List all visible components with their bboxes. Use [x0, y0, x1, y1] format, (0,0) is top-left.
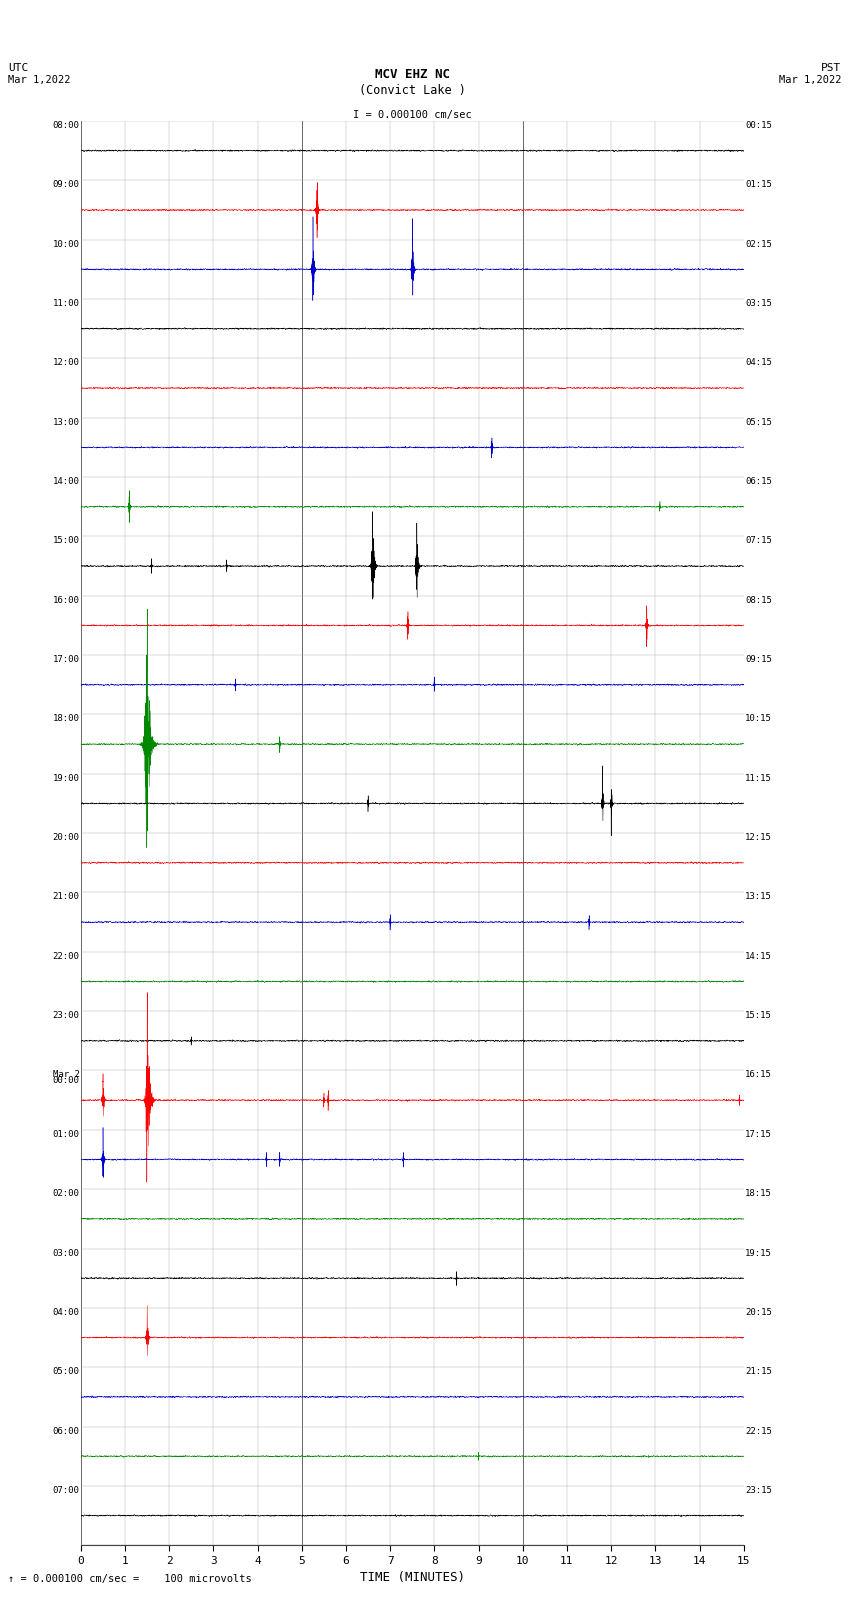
Text: 17:15: 17:15 — [745, 1129, 772, 1139]
Text: PST: PST — [821, 63, 842, 73]
Text: 13:00: 13:00 — [53, 418, 79, 427]
Text: 02:00: 02:00 — [53, 1189, 79, 1198]
Text: 21:00: 21:00 — [53, 892, 79, 902]
Text: 20:00: 20:00 — [53, 832, 79, 842]
Text: 07:00: 07:00 — [53, 1486, 79, 1495]
Text: 03:15: 03:15 — [745, 298, 772, 308]
Text: 17:00: 17:00 — [53, 655, 79, 665]
Text: ↑ = 0.000100 cm/sec =    100 microvolts: ↑ = 0.000100 cm/sec = 100 microvolts — [8, 1574, 252, 1584]
Text: 11:00: 11:00 — [53, 298, 79, 308]
Text: 05:15: 05:15 — [745, 418, 772, 427]
Text: 10:15: 10:15 — [745, 715, 772, 723]
Text: 06:00: 06:00 — [53, 1426, 79, 1436]
Text: 04:15: 04:15 — [745, 358, 772, 368]
Text: 23:15: 23:15 — [745, 1486, 772, 1495]
Text: 06:15: 06:15 — [745, 477, 772, 486]
Text: 00:15: 00:15 — [745, 121, 772, 131]
Text: 02:15: 02:15 — [745, 240, 772, 248]
Text: 15:15: 15:15 — [745, 1011, 772, 1019]
Text: 15:00: 15:00 — [53, 537, 79, 545]
Text: 05:00: 05:00 — [53, 1368, 79, 1376]
Text: MCV EHZ NC: MCV EHZ NC — [375, 68, 450, 81]
Text: UTC: UTC — [8, 63, 29, 73]
Text: 08:15: 08:15 — [745, 595, 772, 605]
Text: 11:15: 11:15 — [745, 774, 772, 782]
Text: 12:00: 12:00 — [53, 358, 79, 368]
Text: 22:15: 22:15 — [745, 1426, 772, 1436]
Text: 12:15: 12:15 — [745, 832, 772, 842]
Text: 00:00: 00:00 — [53, 1076, 79, 1086]
X-axis label: TIME (MINUTES): TIME (MINUTES) — [360, 1571, 465, 1584]
Text: 22:00: 22:00 — [53, 952, 79, 961]
Text: 21:15: 21:15 — [745, 1368, 772, 1376]
Text: 09:00: 09:00 — [53, 181, 79, 189]
Text: 04:00: 04:00 — [53, 1308, 79, 1316]
Text: 20:15: 20:15 — [745, 1308, 772, 1316]
Text: 19:00: 19:00 — [53, 774, 79, 782]
Text: 23:00: 23:00 — [53, 1011, 79, 1019]
Text: Mar 1,2022: Mar 1,2022 — [8, 76, 71, 85]
Text: 16:00: 16:00 — [53, 595, 79, 605]
Text: (Convict Lake ): (Convict Lake ) — [359, 84, 466, 97]
Text: 14:00: 14:00 — [53, 477, 79, 486]
Text: I = 0.000100 cm/sec: I = 0.000100 cm/sec — [353, 110, 472, 119]
Text: 18:00: 18:00 — [53, 715, 79, 723]
Text: 03:00: 03:00 — [53, 1248, 79, 1258]
Text: 01:00: 01:00 — [53, 1129, 79, 1139]
Text: 13:15: 13:15 — [745, 892, 772, 902]
Text: 08:00: 08:00 — [53, 121, 79, 131]
Text: 09:15: 09:15 — [745, 655, 772, 665]
Text: 14:15: 14:15 — [745, 952, 772, 961]
Text: 01:15: 01:15 — [745, 181, 772, 189]
Text: 16:15: 16:15 — [745, 1071, 772, 1079]
Text: 07:15: 07:15 — [745, 537, 772, 545]
Text: Mar 2: Mar 2 — [53, 1071, 79, 1079]
Text: 18:15: 18:15 — [745, 1189, 772, 1198]
Text: 19:15: 19:15 — [745, 1248, 772, 1258]
Text: Mar 1,2022: Mar 1,2022 — [779, 76, 842, 85]
Text: 10:00: 10:00 — [53, 240, 79, 248]
